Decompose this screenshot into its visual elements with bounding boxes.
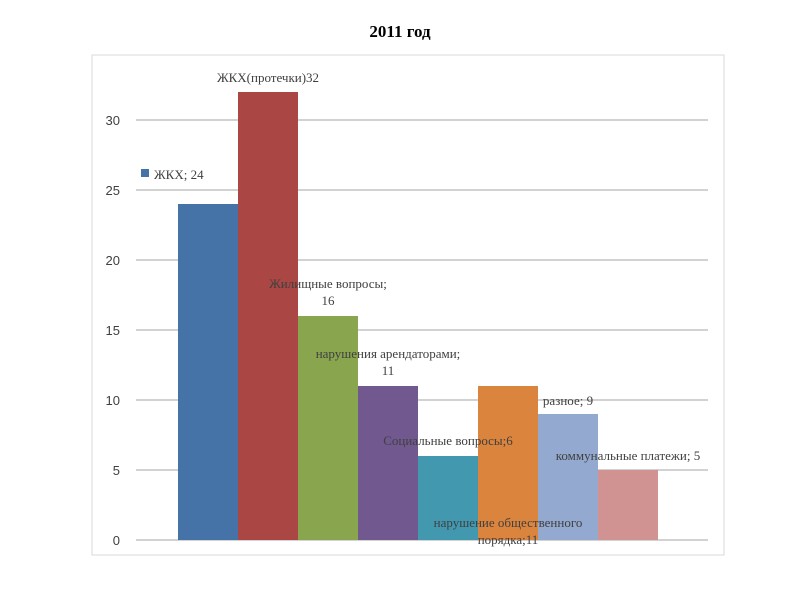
bar (598, 470, 658, 540)
bar (298, 316, 358, 540)
slide-title: 2011 год (369, 22, 431, 41)
data-label: коммунальные платежи; 5 (556, 448, 700, 463)
bar (238, 92, 298, 540)
data-label: 11 (382, 363, 395, 378)
data-label: ЖКХ; 24 (154, 167, 204, 182)
y-tick-label: 20 (106, 253, 120, 268)
y-tick-label: 0 (113, 533, 120, 548)
y-tick-label: 30 (106, 113, 120, 128)
data-label: 16 (322, 293, 336, 308)
data-labels: ЖКХ; 24 ЖКХ(протечки)32 Жилищные вопросы; 1… (154, 70, 700, 547)
bar (358, 386, 418, 540)
bar (478, 386, 538, 540)
bars (178, 92, 658, 540)
data-label: Жилищные вопросы; (269, 276, 387, 291)
data-label: разное; 9 (543, 393, 593, 408)
data-label: порядка;11 (478, 532, 539, 547)
bar (418, 456, 478, 540)
bar (538, 414, 598, 540)
y-tick-label: 15 (106, 323, 120, 338)
y-tick-label: 5 (113, 463, 120, 478)
data-label: ЖКХ(протечки)32 (217, 70, 319, 85)
data-label: нарушение общественного (434, 515, 583, 530)
chart-area-border (91, 54, 725, 556)
legend (141, 169, 149, 177)
data-label: Социальные вопросы;6 (383, 433, 513, 448)
data-label: нарушения арендаторами; (316, 346, 461, 361)
y-tick-label: 25 (106, 183, 120, 198)
legend-swatch (141, 169, 149, 177)
bar (178, 204, 238, 540)
y-axis-ticks: 0 5 10 15 20 25 30 (106, 113, 120, 548)
y-tick-label: 10 (106, 393, 120, 408)
